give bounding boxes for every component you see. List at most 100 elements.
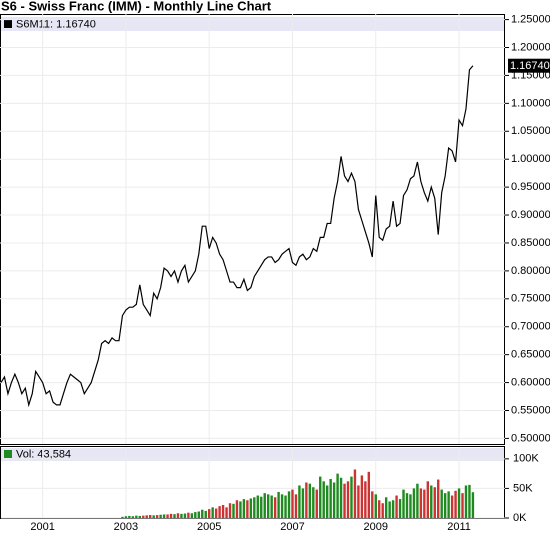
- volume-bar: [263, 493, 266, 518]
- volume-bar: [273, 497, 277, 518]
- y-tick-label: 0.85000: [511, 237, 550, 249]
- volume-bar: [249, 498, 253, 518]
- volume-bar: [405, 493, 409, 518]
- y-tick-label: 50K: [513, 482, 533, 494]
- volume-bar: [443, 493, 447, 518]
- volume-bar: [409, 494, 412, 518]
- volume-bar: [121, 516, 124, 518]
- y-tick-label: 1.00000: [511, 153, 550, 165]
- volume-bar: [246, 500, 249, 518]
- volume-bar: [447, 491, 450, 518]
- volume-bar: [384, 497, 388, 518]
- volume-bar: [305, 482, 308, 518]
- volume-bar: [214, 508, 218, 518]
- volume-bar: [364, 481, 367, 518]
- volume-bar: [180, 513, 183, 518]
- volume-bar: [149, 515, 152, 518]
- last-price-label: 1.16740: [510, 60, 550, 72]
- volume-bar: [381, 503, 384, 518]
- y-tick-label: 0.70000: [511, 321, 550, 333]
- volume-bar: [277, 491, 280, 518]
- volume-bar: [124, 516, 128, 518]
- volume-bar: [169, 513, 173, 518]
- volume-bar: [176, 513, 180, 518]
- volume-bar: [194, 512, 197, 518]
- volume-bar: [319, 476, 322, 518]
- volume-bar: [367, 471, 371, 518]
- volume-bar: [315, 489, 318, 518]
- volume-bar: [135, 515, 138, 518]
- volume-bar: [211, 507, 214, 518]
- y-tick-label: 1.10000: [511, 97, 550, 109]
- volume-bar: [166, 514, 169, 518]
- y-tick-label: 1.05000: [511, 125, 550, 137]
- price-plot: [0, 14, 505, 444]
- x-tick-label: 2007: [280, 521, 304, 533]
- volume-bar: [312, 487, 315, 518]
- volume-bar: [301, 488, 305, 518]
- volume-bar: [332, 482, 336, 518]
- volume-bar: [201, 509, 204, 518]
- volume-bar: [412, 488, 416, 518]
- volume-bar: [266, 494, 270, 518]
- legend-text: S6M11: 1.16740: [16, 18, 96, 30]
- legend-text: Vol: 43,584: [16, 448, 71, 460]
- volume-bar: [419, 488, 423, 518]
- volume-bar: [159, 514, 162, 518]
- volume-bar: [468, 484, 471, 518]
- volume-bar: [426, 481, 430, 518]
- volume-bar: [325, 485, 329, 518]
- y-tick-label: 1.25000: [511, 13, 550, 25]
- volume-bar: [183, 513, 187, 518]
- volume-bar: [284, 495, 287, 518]
- volume-bar: [391, 500, 395, 518]
- y-tick-label: 1.20000: [511, 41, 550, 53]
- volume-bar: [256, 495, 259, 518]
- chart-title: S6 - Swiss Franc (IMM) - Monthly Line Ch…: [1, 0, 272, 13]
- volume-bar: [232, 503, 235, 518]
- volume-bar: [433, 487, 436, 518]
- volume-bar: [437, 479, 440, 518]
- volume-bar: [152, 515, 155, 518]
- volume-bar: [128, 515, 131, 518]
- y-tick-label: 0.95000: [511, 181, 550, 193]
- y-tick-label: 0K: [513, 512, 527, 524]
- volume-bar: [461, 493, 464, 518]
- volume-bar: [360, 475, 364, 518]
- volume-bar: [218, 506, 221, 518]
- x-tick-label: 2011: [447, 521, 471, 533]
- volume-bar: [457, 488, 461, 518]
- volume-bar: [208, 509, 211, 518]
- volume-bar: [239, 501, 242, 518]
- volume-bar: [187, 512, 190, 518]
- volume-bar: [228, 503, 232, 518]
- volume-bar: [221, 504, 225, 518]
- volume-bar: [329, 478, 332, 518]
- volume-bar: [374, 494, 377, 518]
- volume-bar: [346, 481, 350, 518]
- legend-swatch: [4, 20, 12, 28]
- volume-bar: [260, 496, 263, 518]
- volume-bar: [162, 514, 166, 518]
- volume-bar: [287, 491, 291, 518]
- volume-bar: [450, 495, 454, 518]
- x-tick-label: 2001: [30, 521, 54, 533]
- x-tick-label: 2005: [197, 521, 221, 533]
- x-tick-label: 2009: [364, 521, 388, 533]
- volume-bar: [464, 485, 468, 518]
- volume-bar: [353, 469, 357, 518]
- volume-bar: [423, 489, 426, 518]
- volume-bar: [291, 489, 294, 518]
- volume-bar: [235, 500, 239, 518]
- price-panel: [0, 14, 505, 445]
- volume-bar: [440, 489, 443, 518]
- volume-bar: [350, 476, 353, 518]
- volume-bar: [197, 511, 200, 518]
- volume-bar: [294, 494, 298, 518]
- y-tick-label: 0.90000: [511, 209, 550, 221]
- price-line: [0, 65, 474, 408]
- volume-bar: [378, 500, 381, 518]
- volume-bar: [430, 485, 433, 518]
- volume-bar: [339, 477, 343, 518]
